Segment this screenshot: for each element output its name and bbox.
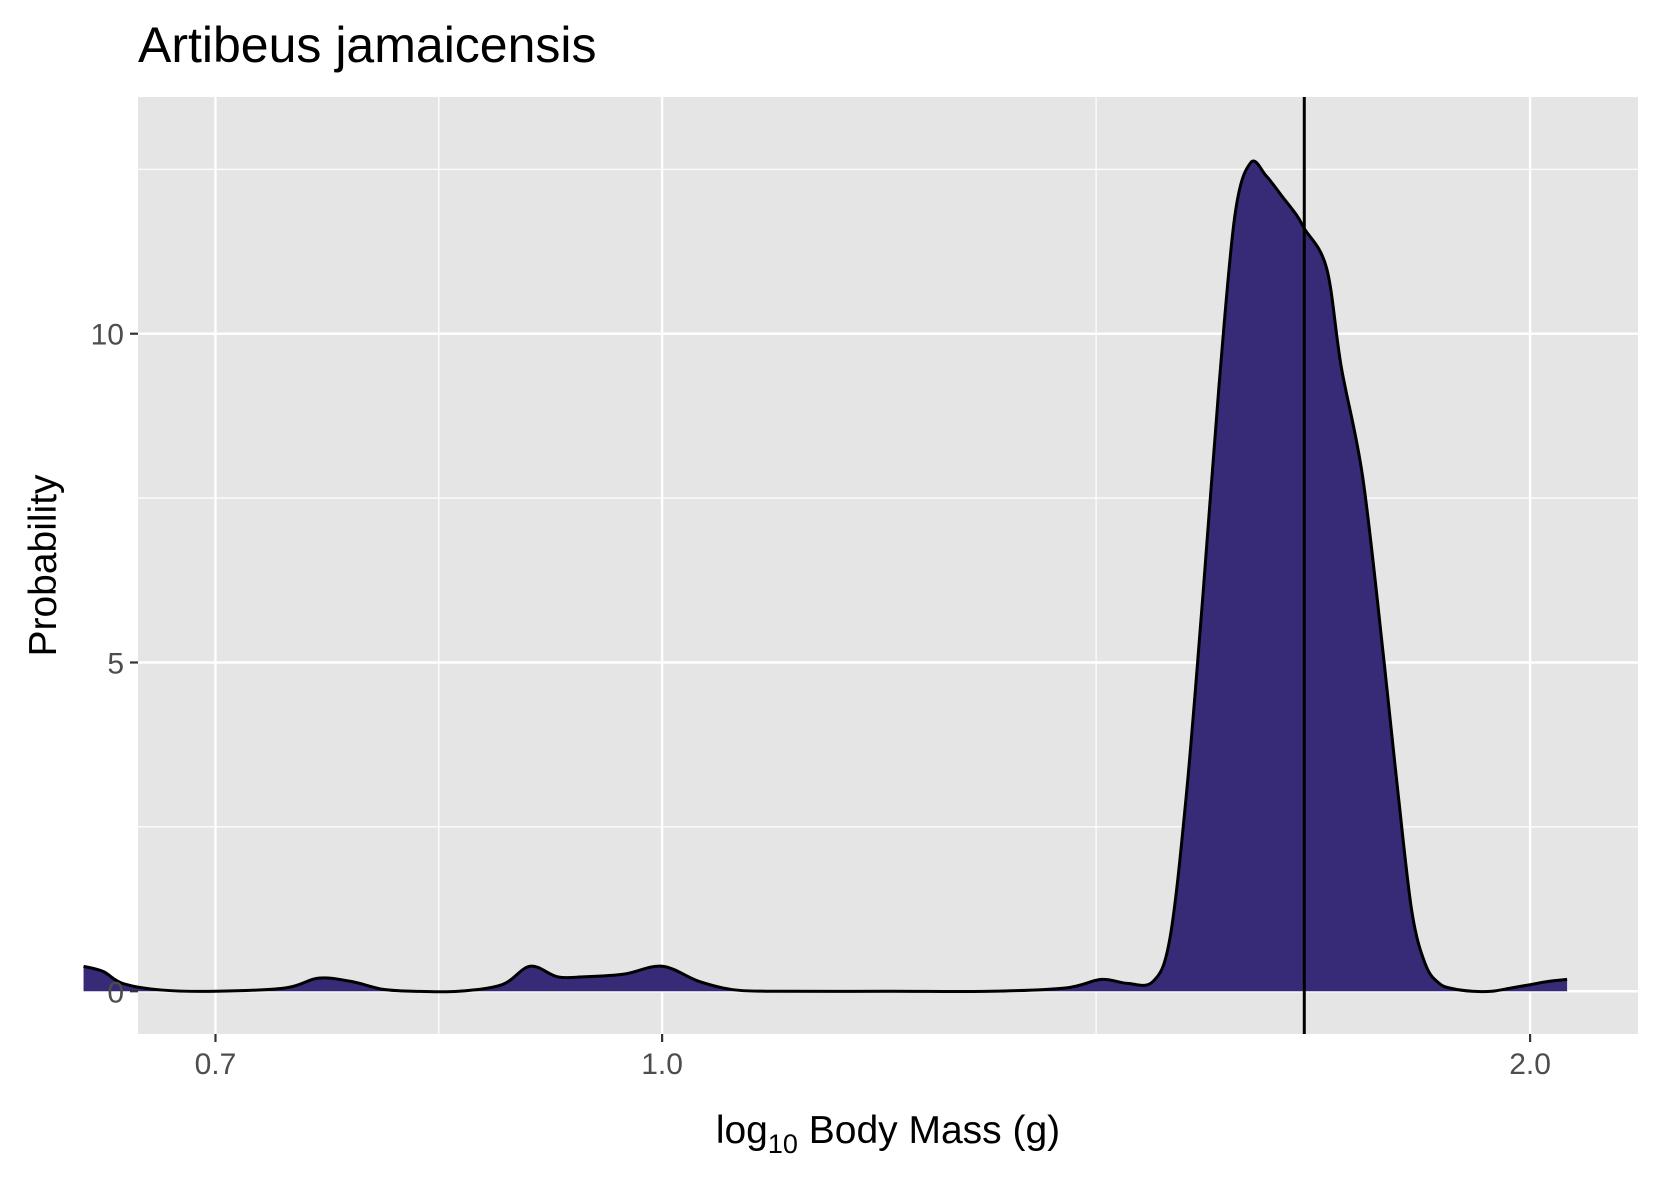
density-outline — [83, 159, 1568, 994]
plot-panel — [83, 97, 1638, 1034]
x-tick-label: 1.0 — [641, 1048, 683, 1081]
density-area — [83, 161, 1568, 992]
minor-gridlines — [138, 97, 1638, 1034]
y-tick-label: 10 — [91, 319, 124, 352]
panel-background — [138, 97, 1638, 1034]
y-tick-label: 5 — [107, 647, 124, 680]
x-tick-label: 0.7 — [195, 1048, 237, 1081]
x-axis: 0.7 1.0 2.0 — [195, 1034, 1551, 1081]
x-axis-label-subscript: 10 — [768, 1129, 798, 1159]
y-tick-label: 0 — [107, 976, 124, 1009]
y-axis: 0 5 10 — [91, 319, 138, 1009]
x-axis-label-main: log — [716, 1109, 768, 1152]
chart-title: Artibeus jamaicensis — [138, 17, 597, 73]
x-axis-label-rest: Body Mass (g) — [798, 1109, 1060, 1152]
density-series — [83, 159, 1568, 994]
x-tick-label: 2.0 — [1509, 1048, 1551, 1081]
y-axis-label: Probability — [22, 474, 65, 657]
x-axis-label: log10 Body Mass (g) — [716, 1109, 1060, 1159]
